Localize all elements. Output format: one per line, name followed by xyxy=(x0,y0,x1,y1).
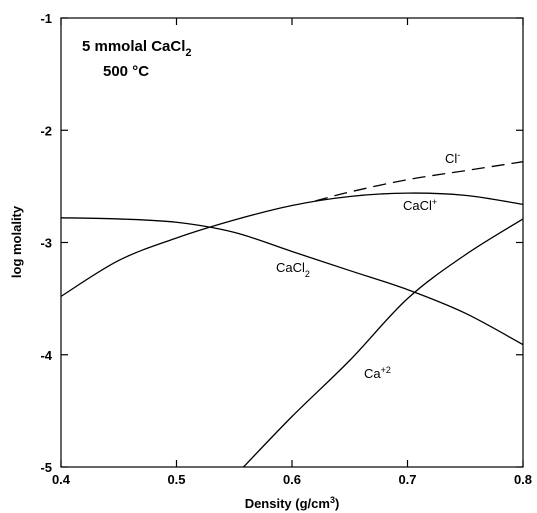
series-label-ca2: Ca+2 xyxy=(364,365,391,381)
x-tick-label: 0.7 xyxy=(398,472,416,487)
series-label-cl: Cl- xyxy=(445,150,460,166)
series-lines xyxy=(60,161,524,468)
x-tick-label: 0.5 xyxy=(167,472,185,487)
axis-ticks: 0.4 0.5 0.6 0.7 0.8 -5 -4 -3 -2 -1 xyxy=(40,11,532,487)
y-axis-title: log molality xyxy=(9,205,24,278)
series-line-cl xyxy=(314,161,524,202)
series-line-cacl2 xyxy=(60,217,524,346)
y-tick-label: -5 xyxy=(40,460,52,475)
x-axis-title: Density (g/cm3) xyxy=(245,495,340,511)
x-tick-label: 0.4 xyxy=(52,472,71,487)
x-tick-label: 0.8 xyxy=(514,472,532,487)
chart-annotation-title-line2: 500 °C xyxy=(103,63,149,80)
series-label-cacl-plus: CaCl+ xyxy=(403,197,437,213)
series-line-ca-2 xyxy=(243,218,524,468)
chart-annotation-title-line1: 5 mmolal CaCl2 xyxy=(82,38,192,59)
plot-frame xyxy=(60,17,524,468)
x-tick-label: 0.6 xyxy=(283,472,301,487)
series-line-cacl xyxy=(60,192,524,297)
y-tick-label: -3 xyxy=(40,236,52,251)
y-tick-label: -4 xyxy=(40,348,52,363)
series-label-cacl2: CaCl2 xyxy=(276,260,310,279)
y-tick-label: -2 xyxy=(40,123,52,138)
y-tick-label: -1 xyxy=(40,11,52,26)
